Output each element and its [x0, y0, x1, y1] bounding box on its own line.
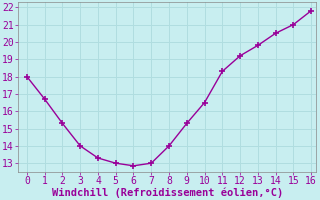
X-axis label: Windchill (Refroidissement éolien,°C): Windchill (Refroidissement éolien,°C) — [52, 187, 283, 198]
